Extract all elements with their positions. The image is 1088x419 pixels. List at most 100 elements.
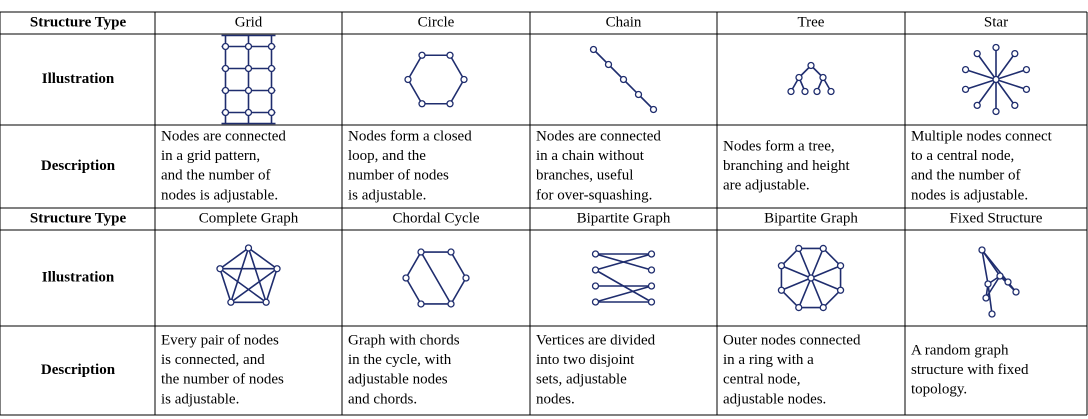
edge [822, 247, 842, 267]
structure-type: Fixed Structure [950, 210, 1043, 226]
node [221, 42, 230, 51]
description-line: are adjustable. [723, 178, 810, 194]
description-line: and the number of [911, 168, 1021, 184]
edge [407, 79, 423, 105]
edge [810, 277, 824, 308]
node [801, 87, 809, 96]
structure-type: Complete Graph [199, 210, 299, 226]
node [973, 49, 981, 58]
edge [449, 79, 465, 105]
edge [798, 248, 812, 279]
node [619, 75, 628, 84]
edge [810, 248, 824, 279]
node [262, 298, 270, 306]
description-line: adjustable nodes. [723, 391, 826, 407]
node [604, 60, 613, 69]
node [244, 108, 253, 117]
structure-type: Bipartite Graph [764, 210, 858, 226]
description-line: sets, adjustable [536, 372, 627, 388]
edge [981, 249, 1017, 293]
node [1011, 101, 1019, 110]
node [447, 300, 455, 308]
node [402, 274, 410, 282]
description-line: Graph with chords [348, 333, 460, 349]
description-line: is connected, and [161, 352, 265, 368]
description-line: Nodes are connected [161, 129, 286, 145]
description-line: is adjustable. [348, 187, 426, 203]
node [404, 75, 412, 84]
description-line: and the number of [161, 168, 271, 184]
description-line: A random graph [911, 342, 1009, 358]
node [819, 73, 827, 82]
edge [405, 251, 422, 279]
description-line: for over-squashing. [536, 187, 652, 203]
row-label: Description [41, 158, 116, 174]
node [446, 51, 454, 59]
node [777, 286, 786, 294]
description-line: branching and height [723, 158, 850, 174]
description-line: Vertices are divided [536, 333, 656, 349]
edge [995, 53, 1016, 80]
node [460, 75, 468, 84]
node [418, 100, 426, 108]
edge [965, 78, 997, 91]
row-label: Illustration [42, 269, 115, 285]
edge [781, 277, 812, 291]
edge [965, 68, 997, 81]
edge [780, 289, 800, 309]
node [244, 244, 253, 252]
illustration [978, 246, 1020, 318]
node [777, 262, 786, 270]
node [418, 51, 426, 59]
illustration [961, 43, 1031, 116]
description-line: Outer nodes connected [723, 333, 861, 349]
description-line: loop, and the [348, 148, 426, 164]
node [216, 265, 224, 273]
description-line: in a ring with a [723, 352, 814, 368]
node [836, 286, 845, 294]
node [267, 86, 276, 95]
row-label: Structure Type [30, 14, 127, 30]
row-label: Description [41, 362, 116, 378]
description-line: in the cycle, with [348, 352, 452, 368]
edge [987, 283, 993, 315]
illustration [777, 244, 845, 312]
node [589, 45, 598, 54]
edge [449, 54, 465, 80]
node [591, 282, 600, 290]
edge [247, 247, 267, 303]
edge [798, 277, 812, 308]
edge [780, 247, 800, 267]
node [996, 272, 1004, 280]
description-line: to a central node, [911, 148, 1014, 164]
node [795, 244, 803, 253]
description-line: Nodes are connected [536, 129, 661, 145]
node [1012, 288, 1020, 296]
illustration [216, 244, 281, 306]
description-line: Every pair of nodes [161, 333, 279, 349]
row-label: Structure Type [30, 210, 127, 226]
node [647, 298, 656, 306]
node [1022, 85, 1031, 94]
description-line: into two disjoint [536, 352, 635, 368]
edge [976, 79, 997, 106]
edge [822, 289, 842, 309]
edge [450, 277, 467, 305]
structure-type: Chain [606, 14, 642, 30]
edge [781, 265, 812, 279]
node [244, 42, 253, 51]
structure-type: Grid [235, 14, 263, 30]
illustration [402, 248, 470, 308]
edge [595, 253, 652, 271]
node [446, 100, 454, 108]
edge [981, 249, 989, 285]
edge [219, 268, 267, 303]
node [417, 300, 425, 308]
node [447, 248, 455, 256]
node [819, 303, 827, 312]
edge [405, 277, 422, 305]
node [973, 101, 981, 110]
edge [810, 277, 841, 291]
edge [995, 78, 1027, 91]
description-line: branches, useful [536, 168, 633, 184]
